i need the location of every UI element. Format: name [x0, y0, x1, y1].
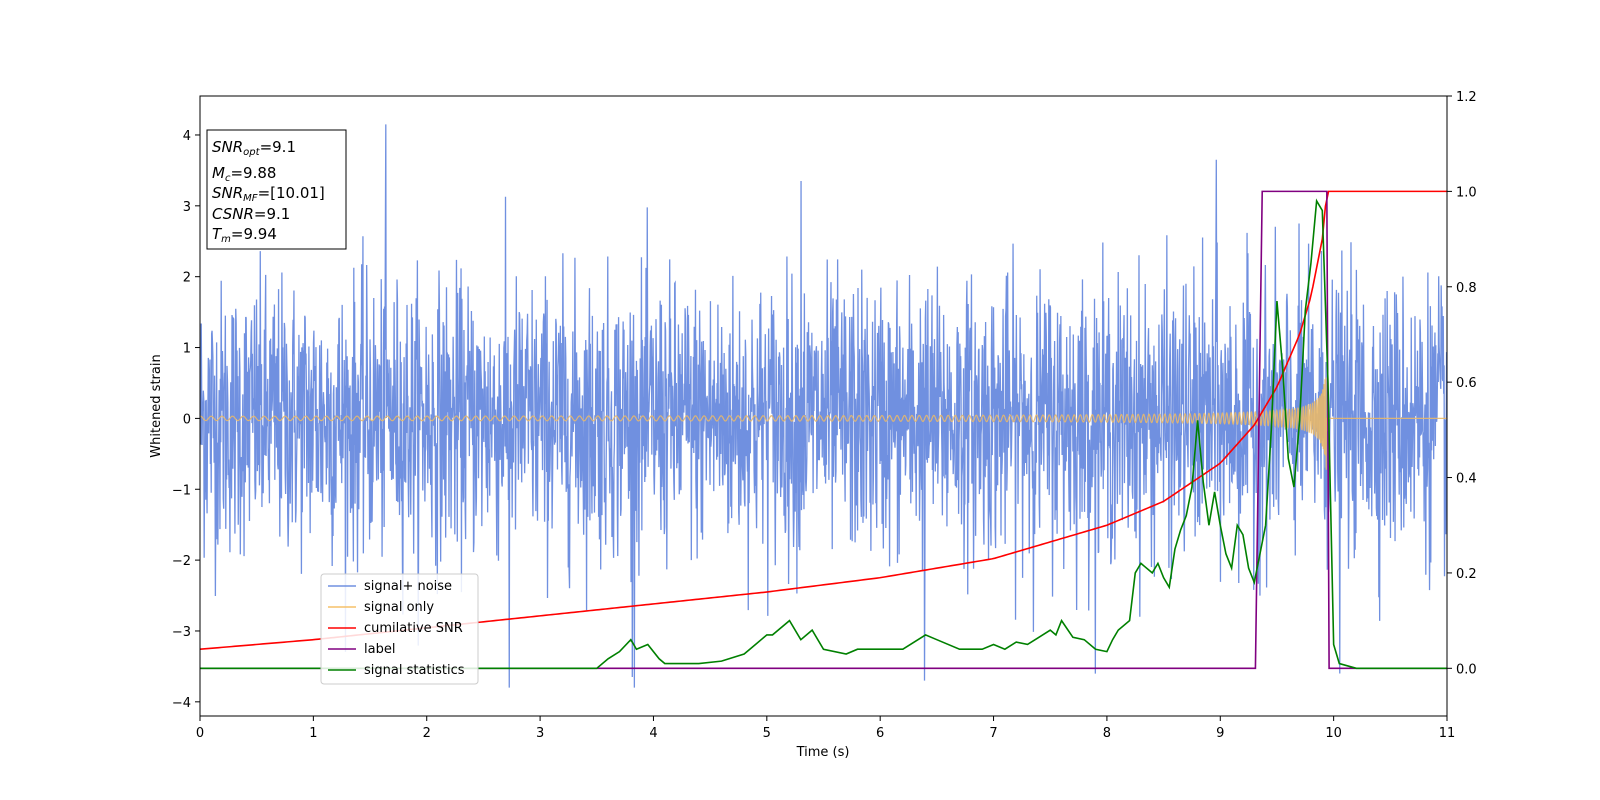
y2-tick-label: 0.4 [1456, 472, 1477, 487]
y-tick-label: −2 [172, 554, 191, 569]
y2-tick-label: 1.2 [1456, 90, 1477, 105]
series-signal-only-line [200, 377, 1447, 470]
info-tm: Tm=9.94 [212, 225, 277, 245]
legend-label: signal only [364, 600, 434, 615]
legend-item-signal-only: signal only [328, 600, 434, 615]
x-tick-label: 1 [309, 726, 317, 741]
info-box: SNRopt=9.1 Mc=9.88 SNRMF=[10.01] CSNR=9.… [206, 129, 347, 250]
y-tick-label: 2 [183, 271, 191, 286]
y2-tick-label: 0.6 [1456, 376, 1477, 391]
x-tick-label: 3 [536, 726, 544, 741]
y2-tick-label: 1.0 [1456, 185, 1477, 200]
legend: signal+ noise signal only cumilative SNR… [320, 573, 479, 685]
legend-item-signal-statistics: signal statistics [328, 663, 465, 678]
x-tick-label: 4 [649, 726, 657, 741]
y-tick-label: −4 [172, 696, 191, 711]
x-tick-label: 8 [1103, 726, 1111, 741]
legend-item-label: label [328, 642, 395, 657]
x-tick-label: 2 [423, 726, 431, 741]
x-tick-label: 0 [196, 726, 204, 741]
legend-label: signal+ noise [364, 579, 452, 594]
info-snr-mf: SNRMF=[10.01] [212, 184, 325, 204]
legend-item-cumulative-snr: cumilative SNR [328, 621, 463, 636]
legend-frame [320, 573, 479, 685]
y-tick-label: 1 [183, 342, 191, 357]
y-axis-left: 4 3 2 1 0 −1 −2 −3 −4 [172, 129, 200, 711]
x-tick-label: 10 [1325, 726, 1342, 741]
legend-label: cumilative SNR [364, 621, 463, 636]
x-tick-label: 7 [989, 726, 997, 741]
x-tick-label: 9 [1216, 726, 1224, 741]
series-signal-noise-line [200, 124, 1447, 688]
x-tick-label: 5 [763, 726, 771, 741]
x-tick-label: 6 [876, 726, 884, 741]
info-box-frame [206, 129, 347, 250]
y-tick-label: 3 [183, 200, 191, 215]
y-tick-label: 4 [183, 129, 191, 144]
legend-item-signal-noise: signal+ noise [328, 579, 452, 594]
y2-tick-label: 0.2 [1456, 567, 1477, 582]
y-tick-label: −3 [172, 625, 191, 640]
y-axis-right: 1.2 1.0 0.8 0.6 0.4 0.2 0.0 [1447, 90, 1477, 677]
info-mc: Mc=9.88 [212, 164, 276, 184]
y2-tick-label: 0.0 [1456, 662, 1477, 677]
series-label-line [200, 190, 1447, 670]
info-csnr: CSNR=9.1 [212, 205, 290, 223]
legend-label: signal statistics [364, 663, 465, 678]
legend-label: label [364, 642, 395, 657]
x-axis-label: Time (s) [796, 745, 850, 760]
x-tick-label: 11 [1439, 726, 1456, 741]
y-tick-label: 0 [183, 412, 191, 427]
series-signal-statistics-line [200, 198, 1447, 670]
plot-frame [199, 95, 1448, 717]
y-tick-label: −1 [172, 483, 191, 498]
y-axis-label: Whitened strain [149, 354, 164, 457]
x-axis: 0 1 2 3 4 5 6 7 8 9 10 11 [196, 716, 1455, 741]
y2-tick-label: 0.8 [1456, 281, 1477, 296]
info-snr-opt: SNRopt=9.1 [212, 138, 296, 158]
